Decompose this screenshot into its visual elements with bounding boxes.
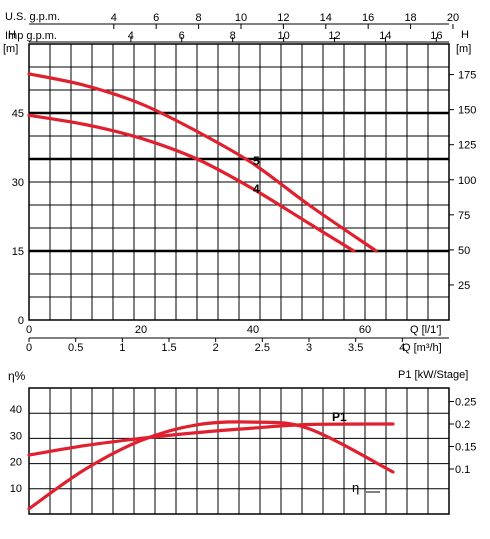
q-m3h-tick-label: 1 bbox=[119, 342, 125, 354]
efficiency-tick-label: 30 bbox=[10, 430, 22, 442]
q-m3h-ticks: 0 0.5 1 1.5 2 2.5 3 3.5 4 bbox=[26, 338, 405, 354]
usgpm-tick-label: 6 bbox=[153, 12, 159, 24]
head-left-tick-label: 45 bbox=[12, 108, 24, 120]
curve-5-label: 5 bbox=[253, 154, 260, 168]
p1-curve bbox=[27, 422, 395, 457]
head-reference-lines bbox=[29, 111, 449, 253]
impgpm-tick-label: 4 bbox=[128, 30, 134, 42]
q-m3h-axis-label: Q [m³/h] bbox=[402, 342, 442, 354]
head-left-tick-label: 0 bbox=[18, 315, 24, 327]
impgpm-tick-label: 14 bbox=[379, 30, 391, 42]
usgpm-tick-label: 16 bbox=[362, 12, 374, 24]
head-right-tick-label: 150 bbox=[458, 105, 476, 117]
q-l-tick-label: 60 bbox=[359, 324, 371, 336]
p1-curve-label: P1 bbox=[332, 410, 347, 424]
eta-curve-label: η bbox=[352, 480, 359, 495]
head-right-tick-label: 50 bbox=[458, 245, 470, 257]
efficiency-ticks: 10 20 30 40 bbox=[10, 404, 22, 495]
power-tick-label: 0.2 bbox=[455, 419, 470, 431]
power-tick-label: 0.15 bbox=[455, 442, 476, 454]
head-left-axis-title: H bbox=[8, 29, 16, 41]
q-m3h-tick-label: 2.5 bbox=[255, 342, 270, 354]
usgpm-tick-label: 4 bbox=[111, 12, 117, 24]
impgpm-tick-label: 8 bbox=[230, 30, 236, 42]
power-ticks: 0.1 0.15 0.2 0.25 bbox=[449, 397, 476, 476]
head-flow-chart: U.S. g.p.m. Imp g.p.m. 4 6 8 10 12 14 16 18 20 4… bbox=[3, 11, 476, 354]
head-left-axis-unit: [m] bbox=[3, 43, 18, 55]
impgpm-tick-label: 10 bbox=[277, 30, 289, 42]
impgpm-tick-label: 12 bbox=[328, 30, 340, 42]
head-right-tick-label: 25 bbox=[458, 280, 470, 292]
power-tick-label: 0.25 bbox=[455, 397, 476, 409]
efficiency-power-chart: η% P1 [kW/Stage] 10 20 30 40 0.1 0.15 0.2 0.25… bbox=[8, 369, 476, 515]
head-right-tick-label: 75 bbox=[458, 210, 470, 222]
impgpm-tick-label: 6 bbox=[179, 30, 185, 42]
usgpm-tick-label: 8 bbox=[196, 12, 202, 24]
efficiency-axis-title: η% bbox=[8, 369, 26, 383]
head-curves bbox=[27, 72, 378, 253]
head-right-tick-label: 125 bbox=[458, 140, 476, 152]
head-right-ticks: 25 50 75 100 125 150 175 bbox=[449, 70, 476, 292]
q-l-tick-label: 20 bbox=[135, 324, 147, 336]
impgpm-tick-label: 16 bbox=[430, 30, 442, 42]
head-right-tick-label: 175 bbox=[458, 70, 476, 82]
q-l-tick-label: 40 bbox=[247, 324, 259, 336]
curve-4-label: 4 bbox=[253, 182, 260, 196]
usgpm-tick-label: 14 bbox=[320, 12, 332, 24]
q-l-tick-label: 0 bbox=[26, 324, 32, 336]
q-m3h-tick-label: 2 bbox=[213, 342, 219, 354]
head-right-tick-label: 100 bbox=[458, 175, 476, 187]
impgpm-ticks: 4 6 8 10 12 14 16 bbox=[128, 30, 442, 42]
head-curve-5 bbox=[27, 72, 378, 253]
q-l-ticks: 0 20 40 60 bbox=[26, 324, 371, 336]
q-m3h-tick-label: 3.5 bbox=[348, 342, 363, 354]
usgpm-tick-label: 10 bbox=[235, 12, 247, 24]
usgpm-tick-label: 12 bbox=[277, 12, 289, 24]
head-right-axis-unit: [m] bbox=[456, 43, 471, 55]
power-axis-title: P1 [kW/Stage] bbox=[398, 369, 468, 381]
head-right-axis-title: H bbox=[461, 29, 469, 41]
eta-curve bbox=[27, 420, 395, 511]
head-curve-4 bbox=[27, 113, 356, 253]
q-m3h-tick-label: 0 bbox=[26, 342, 32, 354]
efficiency-power-curves bbox=[27, 420, 395, 511]
head-left-tick-label: 30 bbox=[12, 177, 24, 189]
head-left-ticks: 0 15 30 45 bbox=[12, 108, 24, 327]
q-m3h-tick-label: 4 bbox=[399, 342, 405, 354]
q-m3h-tick-label: 3 bbox=[306, 342, 312, 354]
q-l-axis-label: Q [l/1'] bbox=[410, 324, 441, 336]
efficiency-tick-label: 20 bbox=[10, 457, 22, 469]
usgpm-axis-label: U.S. g.p.m. bbox=[5, 11, 60, 23]
power-tick-label: 0.1 bbox=[455, 464, 470, 476]
efficiency-tick-label: 10 bbox=[10, 483, 22, 495]
q-m3h-tick-label: 1.5 bbox=[161, 342, 176, 354]
efficiency-tick-label: 40 bbox=[10, 404, 22, 416]
efficiency-grid bbox=[29, 388, 449, 514]
q-m3h-tick-label: 0.5 bbox=[68, 342, 83, 354]
usgpm-tick-label: 20 bbox=[447, 12, 459, 24]
usgpm-ticks: 4 6 8 10 12 14 16 18 20 bbox=[111, 12, 459, 29]
head-left-tick-label: 15 bbox=[12, 246, 24, 258]
impgpm-axis-label: Imp g.p.m. bbox=[5, 30, 57, 42]
usgpm-tick-label: 18 bbox=[404, 12, 416, 24]
